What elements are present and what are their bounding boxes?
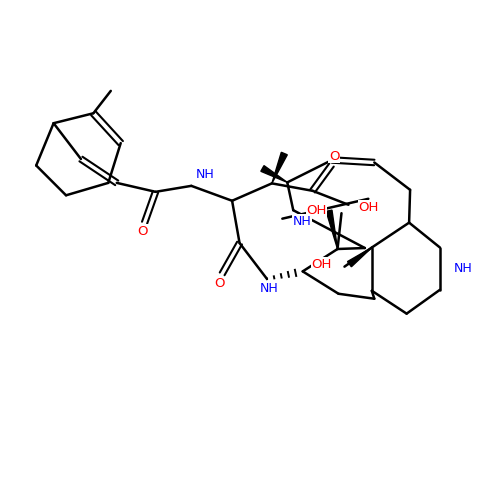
Text: O: O	[329, 150, 340, 162]
Text: NH: NH	[293, 214, 312, 228]
Text: NH: NH	[454, 262, 472, 275]
Text: O: O	[214, 278, 225, 290]
Polygon shape	[272, 152, 287, 184]
Text: O: O	[137, 225, 147, 238]
Text: OH: OH	[312, 258, 332, 270]
Text: OH: OH	[358, 200, 379, 213]
Text: NH: NH	[260, 282, 279, 296]
Polygon shape	[261, 166, 287, 182]
Polygon shape	[348, 248, 372, 267]
Text: OH: OH	[306, 204, 326, 217]
Text: NH: NH	[196, 168, 214, 181]
Polygon shape	[326, 210, 338, 249]
